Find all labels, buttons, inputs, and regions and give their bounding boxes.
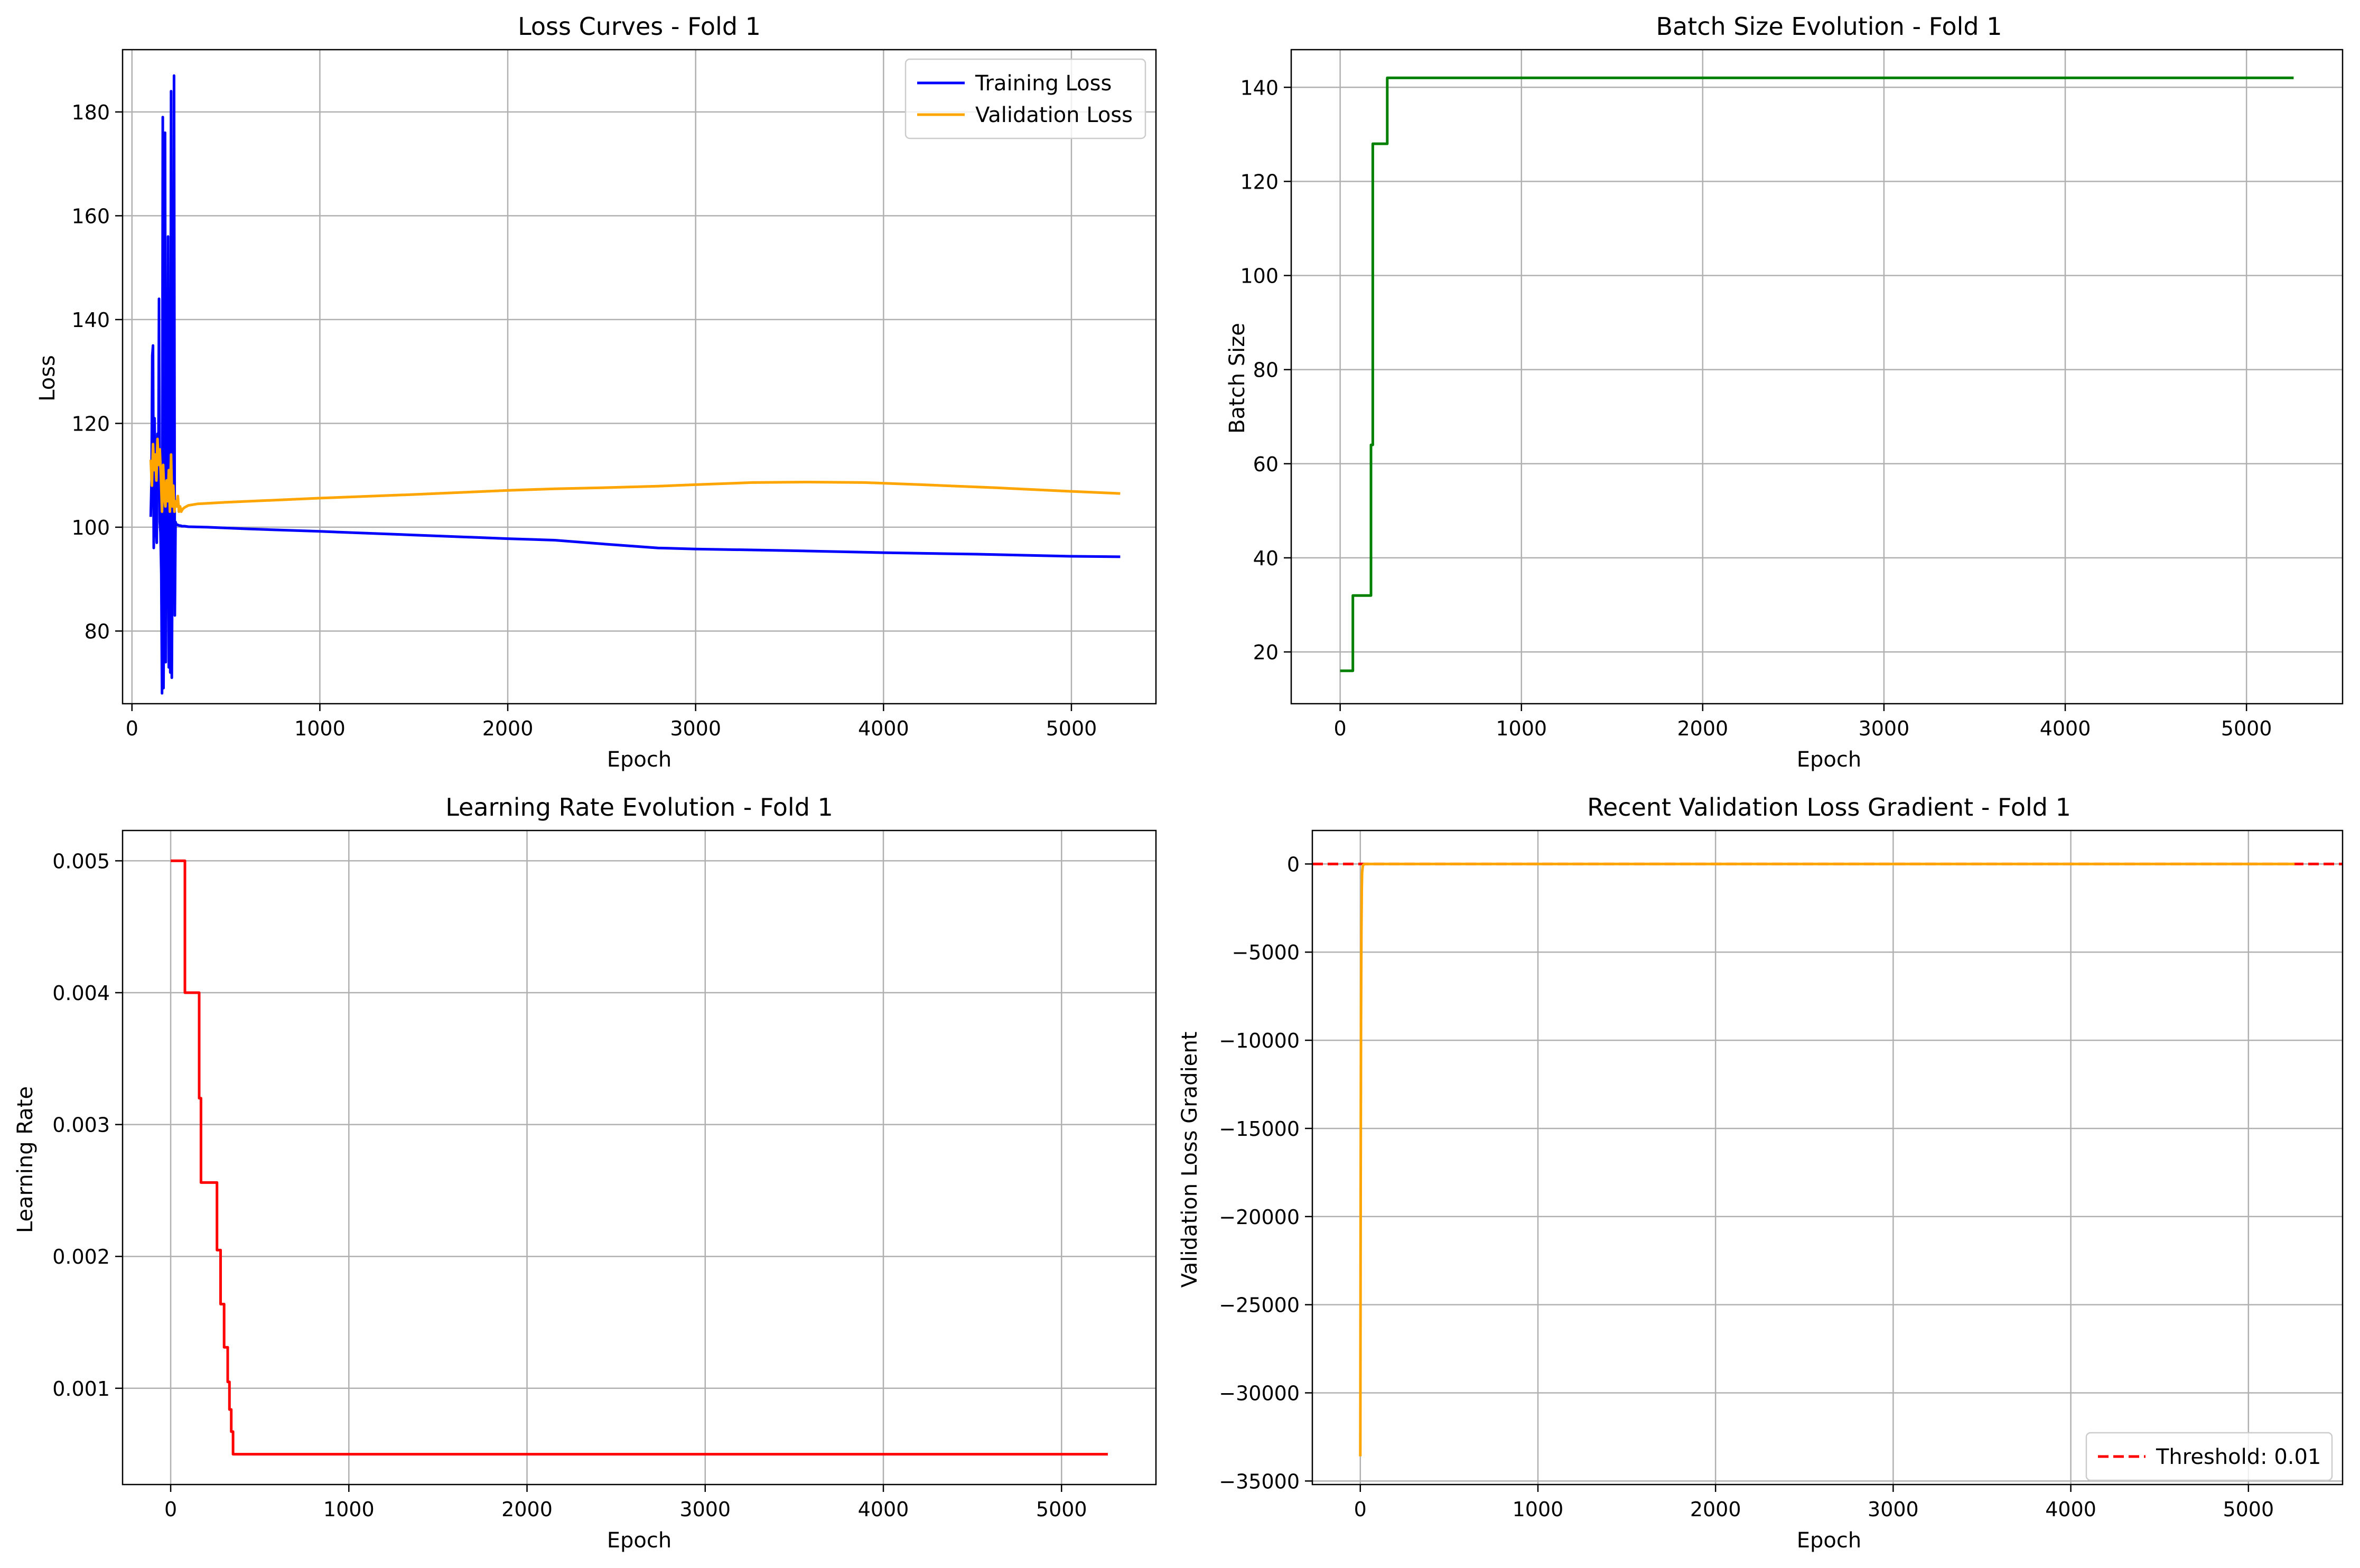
series-line-0 xyxy=(1359,862,2295,1457)
y-tick-label: 60 xyxy=(1253,453,1279,476)
y-tick-label: 20 xyxy=(1253,641,1279,664)
legend-box xyxy=(904,58,1146,139)
y-tick-label: −5000 xyxy=(1232,941,1300,964)
x-tick-label: 5000 xyxy=(1046,717,1097,740)
batch-size-panel: Batch Size Evolution - Fold 1 Epoch Batc… xyxy=(1225,12,2344,772)
x-tick-label: 1000 xyxy=(294,717,346,740)
y-tick-label: 80 xyxy=(85,620,110,643)
y-tick-label: 100 xyxy=(1240,265,1279,288)
y-tick-label: −25000 xyxy=(1219,1294,1300,1317)
plot-area xyxy=(149,74,1121,695)
learning-rate-panel: Learning Rate Evolution - Fold 1 Epoch L… xyxy=(13,793,1157,1553)
y-tick-label: 0.003 xyxy=(52,1114,110,1137)
y-tick-label: 180 xyxy=(71,101,110,124)
plot-area xyxy=(1340,76,2294,673)
y-tick-label: 0.001 xyxy=(52,1377,110,1401)
x-axis-label: Epoch xyxy=(607,748,671,772)
y-tick-label: −20000 xyxy=(1219,1206,1300,1229)
y-tick-label: 40 xyxy=(1253,547,1279,570)
x-tick-label: 5000 xyxy=(2221,717,2272,740)
x-tick-label: 0 xyxy=(1334,717,1347,740)
x-tick-label: 2000 xyxy=(1690,1498,1741,1521)
ticks: 0 1000 2000 3000 4000 5000 20 40 60 80 100 120 140 xyxy=(1240,76,2272,740)
y-tick-label: 0.005 xyxy=(52,850,110,873)
x-tick-label: 2000 xyxy=(482,717,534,740)
loss-curves-panel: Loss Curves - Fold 1 Epoch Loss 0 1000 200… xyxy=(35,12,1157,772)
axes-frame xyxy=(1311,829,2344,1486)
y-tick-label: −15000 xyxy=(1219,1117,1300,1141)
y-tick-label: −30000 xyxy=(1219,1382,1300,1405)
y-tick-label: 100 xyxy=(71,516,110,539)
y-tick-label: 120 xyxy=(71,412,110,435)
axes-frame xyxy=(122,829,1157,1486)
x-tick-label: 4000 xyxy=(858,717,909,740)
ticks: 0 1000 2000 3000 4000 5000 0.001 0.002 0.003 0.00… xyxy=(52,850,1087,1521)
x-tick-label: 3000 xyxy=(670,717,721,740)
grid xyxy=(1291,50,2343,704)
x-tick-label: 4000 xyxy=(2045,1498,2096,1521)
x-tick-label: 3000 xyxy=(679,1498,731,1521)
y-axis-label: Learning Rate xyxy=(13,1086,38,1233)
y-tick-label: 140 xyxy=(71,309,110,332)
x-tick-label: 3000 xyxy=(1859,717,1910,740)
x-tick-label: 1000 xyxy=(323,1498,375,1521)
axes-frame xyxy=(1290,49,2344,705)
x-axis-label: Epoch xyxy=(1797,748,1861,772)
chart-title: Learning Rate Evolution - Fold 1 xyxy=(445,793,833,822)
plot-area xyxy=(1312,862,2343,1457)
x-tick-label: 5000 xyxy=(2223,1498,2274,1521)
y-tick-label: 0.004 xyxy=(52,982,110,1005)
series-line-1 xyxy=(149,437,1121,513)
x-tick-label: 3000 xyxy=(1868,1498,1919,1521)
x-tick-label: 4000 xyxy=(858,1498,909,1521)
legend: Training Loss Validation Loss xyxy=(904,58,1146,139)
axes-frame xyxy=(122,49,1157,705)
x-axis-label: Epoch xyxy=(607,1528,671,1553)
validation-gradient-panel: Recent Validation Loss Gradient - Fold 1… xyxy=(1178,793,2344,1553)
y-tick-label: 120 xyxy=(1240,170,1279,193)
legend-label: Validation Loss xyxy=(975,103,1133,127)
grid xyxy=(123,50,1156,704)
series-line-0 xyxy=(149,74,1121,695)
x-tick-label: 2000 xyxy=(1677,717,1728,740)
legend: Threshold: 0.01 xyxy=(2085,1432,2333,1481)
x-tick-label: 0 xyxy=(164,1498,177,1521)
legend-label: Training Loss xyxy=(975,71,1112,96)
y-tick-label: 80 xyxy=(1253,359,1279,382)
grid xyxy=(123,830,1156,1485)
y-axis-label: Loss xyxy=(35,355,60,402)
y-tick-label: −35000 xyxy=(1219,1470,1300,1493)
x-tick-label: 5000 xyxy=(1036,1498,1087,1521)
y-tick-label: 140 xyxy=(1240,76,1279,99)
series-line-0 xyxy=(171,859,1108,1456)
chart-title: Batch Size Evolution - Fold 1 xyxy=(1656,12,2002,41)
x-tick-label: 0 xyxy=(1354,1498,1367,1521)
legend-box xyxy=(2085,1432,2333,1481)
chart-title: Recent Validation Loss Gradient - Fold 1 xyxy=(1587,793,2071,822)
y-tick-label: 0.002 xyxy=(52,1245,110,1268)
chart-title: Loss Curves - Fold 1 xyxy=(518,12,761,41)
plot-area xyxy=(171,859,1108,1456)
ticks: 0 1000 2000 3000 4000 5000 0 −5000 −10000 −15000 −… xyxy=(1219,853,2274,1521)
x-tick-label: 1000 xyxy=(1513,1498,1564,1521)
x-tick-label: 4000 xyxy=(2040,717,2091,740)
y-axis-label: Batch Size xyxy=(1225,323,1249,434)
x-tick-label: 0 xyxy=(126,717,138,740)
x-tick-label: 1000 xyxy=(1496,717,1547,740)
y-tick-label: 0 xyxy=(1287,853,1300,876)
y-tick-label: 160 xyxy=(71,204,110,228)
y-tick-label: −10000 xyxy=(1219,1029,1300,1052)
y-axis-label: Validation Loss Gradient xyxy=(1178,1032,1202,1288)
series-line-0 xyxy=(1340,76,2294,673)
legend-label: Threshold: 0.01 xyxy=(2156,1445,2321,1469)
x-axis-label: Epoch xyxy=(1797,1528,1861,1553)
ticks: 0 1000 2000 3000 4000 5000 80 100 120 140 160 180 xyxy=(71,101,1097,740)
x-tick-label: 2000 xyxy=(501,1498,553,1521)
